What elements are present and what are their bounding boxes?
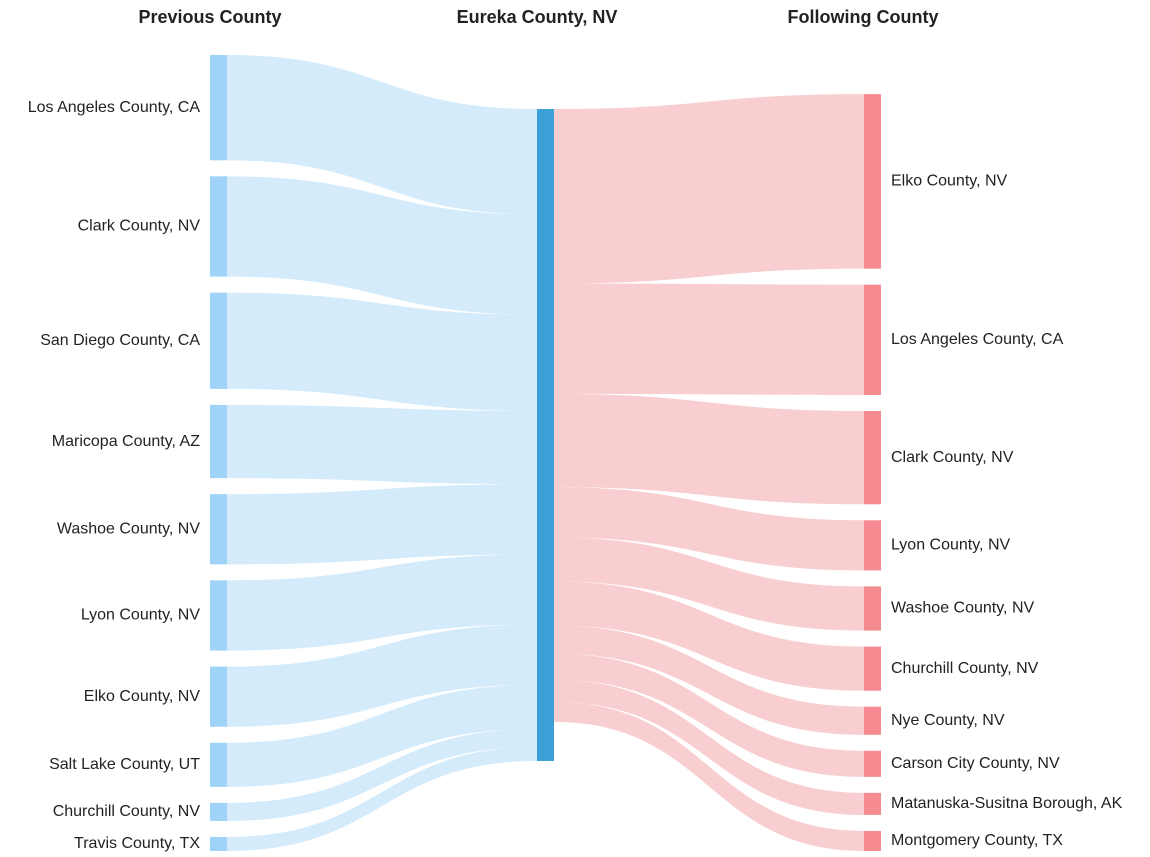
- target-link: [554, 283, 864, 395]
- source-label: Los Angeles County, CA: [28, 99, 201, 116]
- source-node: [210, 580, 227, 651]
- source-label: Salt Lake County, UT: [49, 756, 200, 773]
- source-link: [227, 554, 537, 651]
- target-link: [554, 701, 864, 851]
- target-node: [864, 706, 881, 735]
- source-label: Elko County, NV: [84, 688, 201, 705]
- target-link: [554, 537, 864, 631]
- target-label: Los Angeles County, CA: [891, 331, 1064, 348]
- source-link: [227, 55, 537, 215]
- column-title: Eureka County, NV: [457, 7, 618, 27]
- target-link: [554, 393, 864, 505]
- target-label: Lyon County, NV: [891, 537, 1011, 554]
- source-link: [227, 624, 537, 727]
- target-link: [554, 679, 864, 815]
- column-title: Previous County: [138, 7, 281, 27]
- target-label: Carson City County, NV: [891, 755, 1060, 772]
- source-node: [210, 666, 227, 727]
- source-node: [210, 742, 227, 787]
- target-node: [864, 646, 881, 691]
- source-node: [210, 292, 227, 389]
- target-node: [864, 830, 881, 851]
- center-node: [537, 109, 554, 761]
- source-label: Lyon County, NV: [81, 607, 201, 624]
- target-label: Montgomery County, TX: [891, 832, 1063, 849]
- target-link: [554, 94, 864, 284]
- target-label: Clark County, NV: [891, 449, 1014, 466]
- target-node: [864, 284, 881, 395]
- source-node: [210, 55, 227, 161]
- source-node: [210, 494, 227, 565]
- target-link: [554, 581, 864, 691]
- target-node: [864, 750, 881, 777]
- target-label: Elko County, NV: [891, 173, 1008, 190]
- target-node: [864, 792, 881, 815]
- source-label: Clark County, NV: [78, 218, 201, 235]
- source-label: Travis County, TX: [74, 835, 200, 852]
- source-node: [210, 404, 227, 479]
- target-link: [554, 487, 864, 571]
- links: [227, 55, 864, 851]
- source-node: [210, 802, 227, 821]
- source-link: [227, 176, 537, 315]
- source-link: [227, 404, 537, 485]
- target-label: Churchill County, NV: [891, 660, 1039, 677]
- target-node: [864, 410, 881, 505]
- target-link: [554, 625, 864, 735]
- source-label: San Diego County, CA: [40, 332, 200, 349]
- target-node: [864, 94, 881, 269]
- source-link: [227, 484, 537, 565]
- source-link: [227, 292, 537, 411]
- source-node: [210, 836, 227, 851]
- target-node: [864, 586, 881, 631]
- column-title: Following County: [788, 7, 939, 27]
- source-label: Washoe County, NV: [57, 520, 201, 537]
- source-label: Maricopa County, AZ: [52, 433, 200, 450]
- target-label: Matanuska-Susitna Borough, AK: [891, 795, 1123, 812]
- source-link: [227, 684, 537, 787]
- target-node: [864, 520, 881, 571]
- source-label: Churchill County, NV: [53, 803, 201, 820]
- target-label: Nye County, NV: [891, 712, 1005, 729]
- source-link: [227, 728, 537, 821]
- target-link: [554, 653, 864, 777]
- source-link: [227, 746, 537, 851]
- source-node: [210, 176, 227, 277]
- target-label: Washoe County, NV: [891, 600, 1035, 617]
